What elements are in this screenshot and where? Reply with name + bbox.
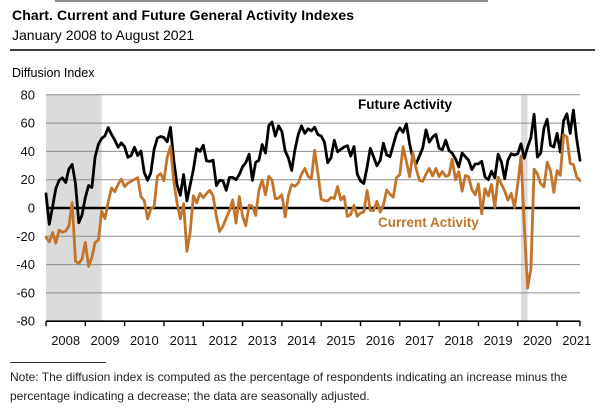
x-tick-label: 2019 xyxy=(484,333,513,348)
y-tick-label: -60 xyxy=(16,285,35,300)
x-tick-label: 2016 xyxy=(366,333,395,348)
y-tick-label: -80 xyxy=(16,314,35,329)
note-text: Note: The diffusion index is computed as… xyxy=(10,370,568,403)
x-tick-label: 2009 xyxy=(91,333,120,348)
current-activity-line xyxy=(44,133,582,290)
y-tick-label: 0 xyxy=(28,201,35,216)
x-tick-label: 2014 xyxy=(287,333,316,348)
x-tick-label: 2010 xyxy=(130,333,159,348)
y-tick-label: 20 xyxy=(21,172,35,187)
y-tick-label: 60 xyxy=(21,116,35,131)
x-tick-label: 2015 xyxy=(326,333,355,348)
chart-subtitle: January 2008 to August 2021 xyxy=(12,27,195,43)
x-tick-label: 2018 xyxy=(444,333,473,348)
x-tick-label: 2008 xyxy=(51,333,80,348)
legend-current-activity: Current Activity xyxy=(378,215,479,230)
chart-title: Chart. Current and Future General Activi… xyxy=(12,7,355,23)
x-tick-label: 2011 xyxy=(170,333,198,348)
header-divider xyxy=(10,49,595,51)
x-tick-label: 2013 xyxy=(248,333,277,348)
y-tick-label: 80 xyxy=(21,87,35,102)
note-divider xyxy=(10,362,106,363)
top-border-artifact xyxy=(55,0,488,2)
y-axis-title: Diffusion Index xyxy=(12,66,95,80)
x-tick-label: 2021 xyxy=(562,333,591,348)
y-tick-label: -20 xyxy=(16,229,35,244)
x-tick-label: 2012 xyxy=(208,333,237,348)
y-tick-label: 40 xyxy=(21,144,35,159)
future-activity-line xyxy=(44,108,582,226)
legend-future-activity: Future Activity xyxy=(358,97,453,112)
y-tick-label: -40 xyxy=(16,257,35,272)
x-tick-label: 2020 xyxy=(523,333,552,348)
x-tick-label: 2017 xyxy=(405,333,434,348)
